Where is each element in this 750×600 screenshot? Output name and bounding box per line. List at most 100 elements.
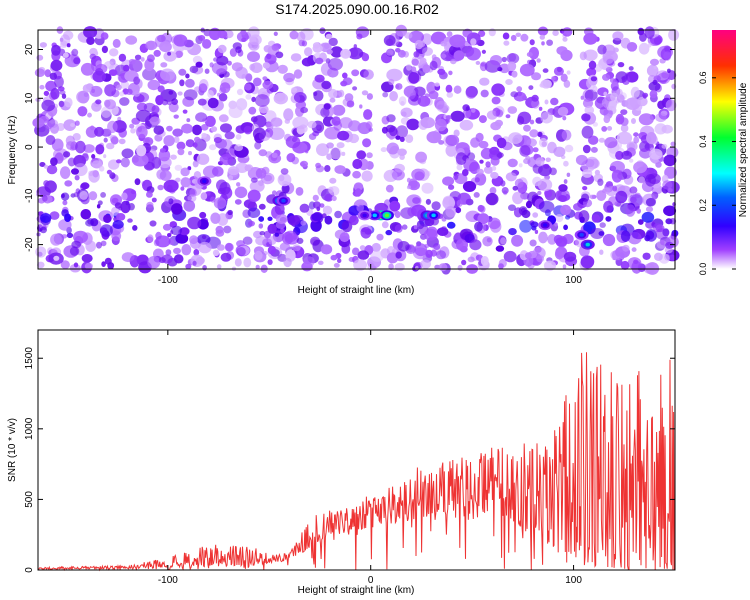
heatmap-cell <box>281 183 290 194</box>
heatmap-cell <box>408 180 420 191</box>
heatmap-cell <box>258 223 264 229</box>
heatmap-cell <box>610 92 619 102</box>
heatmap-cell <box>45 122 52 130</box>
heatmap-cell <box>615 113 625 125</box>
heatmap-cell <box>490 156 500 166</box>
heatmap-cell <box>200 192 208 201</box>
heatmap-cell <box>167 233 172 238</box>
heatmap-cell <box>130 128 136 134</box>
heatmap-cell <box>512 191 524 205</box>
heatmap-cell <box>649 148 663 160</box>
heatmap-cell <box>434 118 447 132</box>
heatmap-cell <box>588 135 599 145</box>
heatmap-cell <box>401 224 408 230</box>
heatmap-cell <box>207 90 214 99</box>
heatmap-cell <box>602 55 614 65</box>
heatmap-cell <box>592 122 598 127</box>
heatmap-cell <box>633 161 648 174</box>
heatmap-cell <box>210 196 216 203</box>
heatmap-y-tick-label: -20 <box>24 237 35 252</box>
heatmap-cell <box>147 255 161 269</box>
heatmap-cell <box>602 233 616 247</box>
heatmap-cell <box>389 200 401 212</box>
heatmap-cell <box>417 40 426 48</box>
heatmap-cell <box>422 64 431 74</box>
heatmap-cell <box>415 151 427 163</box>
heatmap-cell <box>228 175 234 181</box>
heatmap-cell <box>163 135 175 147</box>
heatmap-cell <box>385 229 393 236</box>
heatmap-cell <box>140 57 145 62</box>
heatmap-cell <box>331 116 341 126</box>
heatmap-cell <box>129 123 135 129</box>
heatmap-cell <box>361 170 373 182</box>
heatmap-cell <box>60 192 70 201</box>
heatmap-cell <box>242 236 253 245</box>
heatmap-cell <box>99 224 113 237</box>
heatmap-cell <box>183 200 196 212</box>
heatmap-cell <box>408 72 420 84</box>
heatmap-cell <box>389 135 394 141</box>
heatmap-cell <box>603 115 611 124</box>
heatmap-cell <box>44 69 51 78</box>
heatmap-cell <box>173 114 179 119</box>
heatmap-cell <box>176 141 186 150</box>
heatmap-cell <box>502 32 510 40</box>
heatmap-cell <box>529 129 539 138</box>
heatmap-cell <box>95 144 105 155</box>
heatmap-cell <box>212 249 220 256</box>
heatmap-cell <box>404 32 413 39</box>
heatmap-cell <box>542 68 549 73</box>
heatmap-cell <box>280 168 289 175</box>
heatmap-cell <box>532 212 539 218</box>
heatmap-cell <box>37 261 45 269</box>
heatmap-cell <box>450 58 457 65</box>
heatmap-cell <box>42 195 48 202</box>
heatmap-cell <box>397 148 407 156</box>
heatmap-cell <box>487 217 501 230</box>
heatmap-cell <box>289 30 299 40</box>
heatmap-cell <box>101 45 108 54</box>
heatmap-cell <box>660 239 665 245</box>
heatmap-cell <box>83 144 95 153</box>
heatmap-cell <box>480 89 489 98</box>
heatmap-cell <box>228 105 243 119</box>
heatmap-cell <box>174 164 183 171</box>
heatmap-cell <box>615 150 624 160</box>
heatmap-cell <box>386 114 396 123</box>
heatmap-cell <box>72 133 81 141</box>
heatmap-cell <box>478 30 486 37</box>
heatmap-cell <box>578 210 590 223</box>
heatmap-cell <box>313 91 318 97</box>
heatmap-cell <box>501 56 507 63</box>
heatmap-cell <box>166 125 173 132</box>
heatmap-cell <box>88 191 98 201</box>
heatmap-cell <box>329 177 337 184</box>
heatmap-cell <box>456 164 463 171</box>
heatmap-cell <box>563 79 571 88</box>
heatmap-cell <box>118 53 127 62</box>
heatmap-cell <box>650 58 659 66</box>
heatmap-cell <box>330 254 338 261</box>
heatmap-cell <box>385 184 394 193</box>
heatmap-cell <box>448 184 455 190</box>
heatmap-cell <box>605 216 612 222</box>
heatmap-cell <box>204 68 210 74</box>
heatmap-cell <box>514 178 524 189</box>
heatmap-cell <box>56 123 65 131</box>
heatmap-cell <box>234 186 248 199</box>
heatmap-cell <box>500 237 507 245</box>
heatmap-cell <box>235 134 242 140</box>
heatmap-cell <box>213 197 227 210</box>
heatmap-cell <box>440 40 448 47</box>
heatmap-cell <box>665 99 677 112</box>
heatmap-bright-spots <box>197 176 595 250</box>
heatmap-cell <box>120 157 130 168</box>
heatmap-cell <box>638 176 645 184</box>
heatmap-cell <box>177 91 183 96</box>
heatmap-cell <box>490 55 503 66</box>
heatmap-cell <box>441 217 447 222</box>
heatmap-cell <box>637 219 644 225</box>
heatmap-cell <box>258 203 266 210</box>
